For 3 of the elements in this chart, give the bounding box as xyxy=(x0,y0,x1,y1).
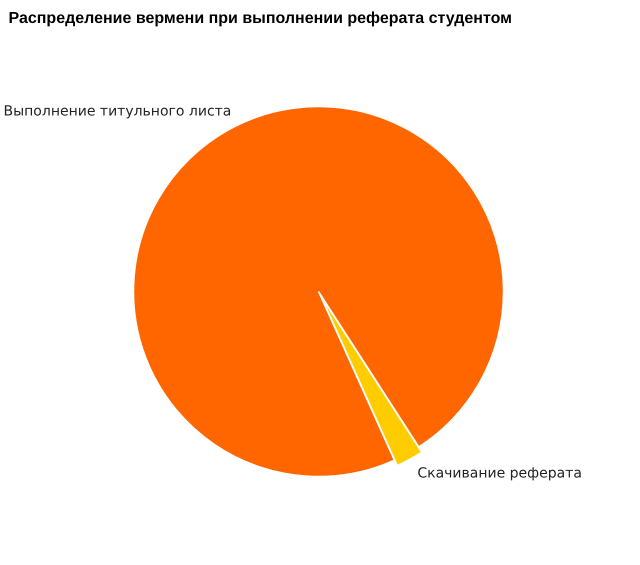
chart-title: Распределение вермени при выполнении реферата студентом xyxy=(8,10,512,27)
slice-label: Скачивание реферата xyxy=(417,465,582,482)
slice-label: Выполнение титульного листа xyxy=(4,104,232,120)
